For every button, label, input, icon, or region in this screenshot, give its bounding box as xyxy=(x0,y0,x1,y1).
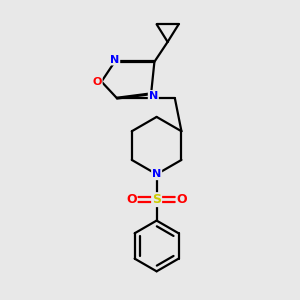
Text: N: N xyxy=(110,55,119,64)
Text: O: O xyxy=(126,193,136,206)
Text: S: S xyxy=(152,193,161,206)
Text: N: N xyxy=(149,91,158,101)
Text: O: O xyxy=(92,76,102,87)
Text: O: O xyxy=(177,193,187,206)
Text: N: N xyxy=(152,169,161,179)
